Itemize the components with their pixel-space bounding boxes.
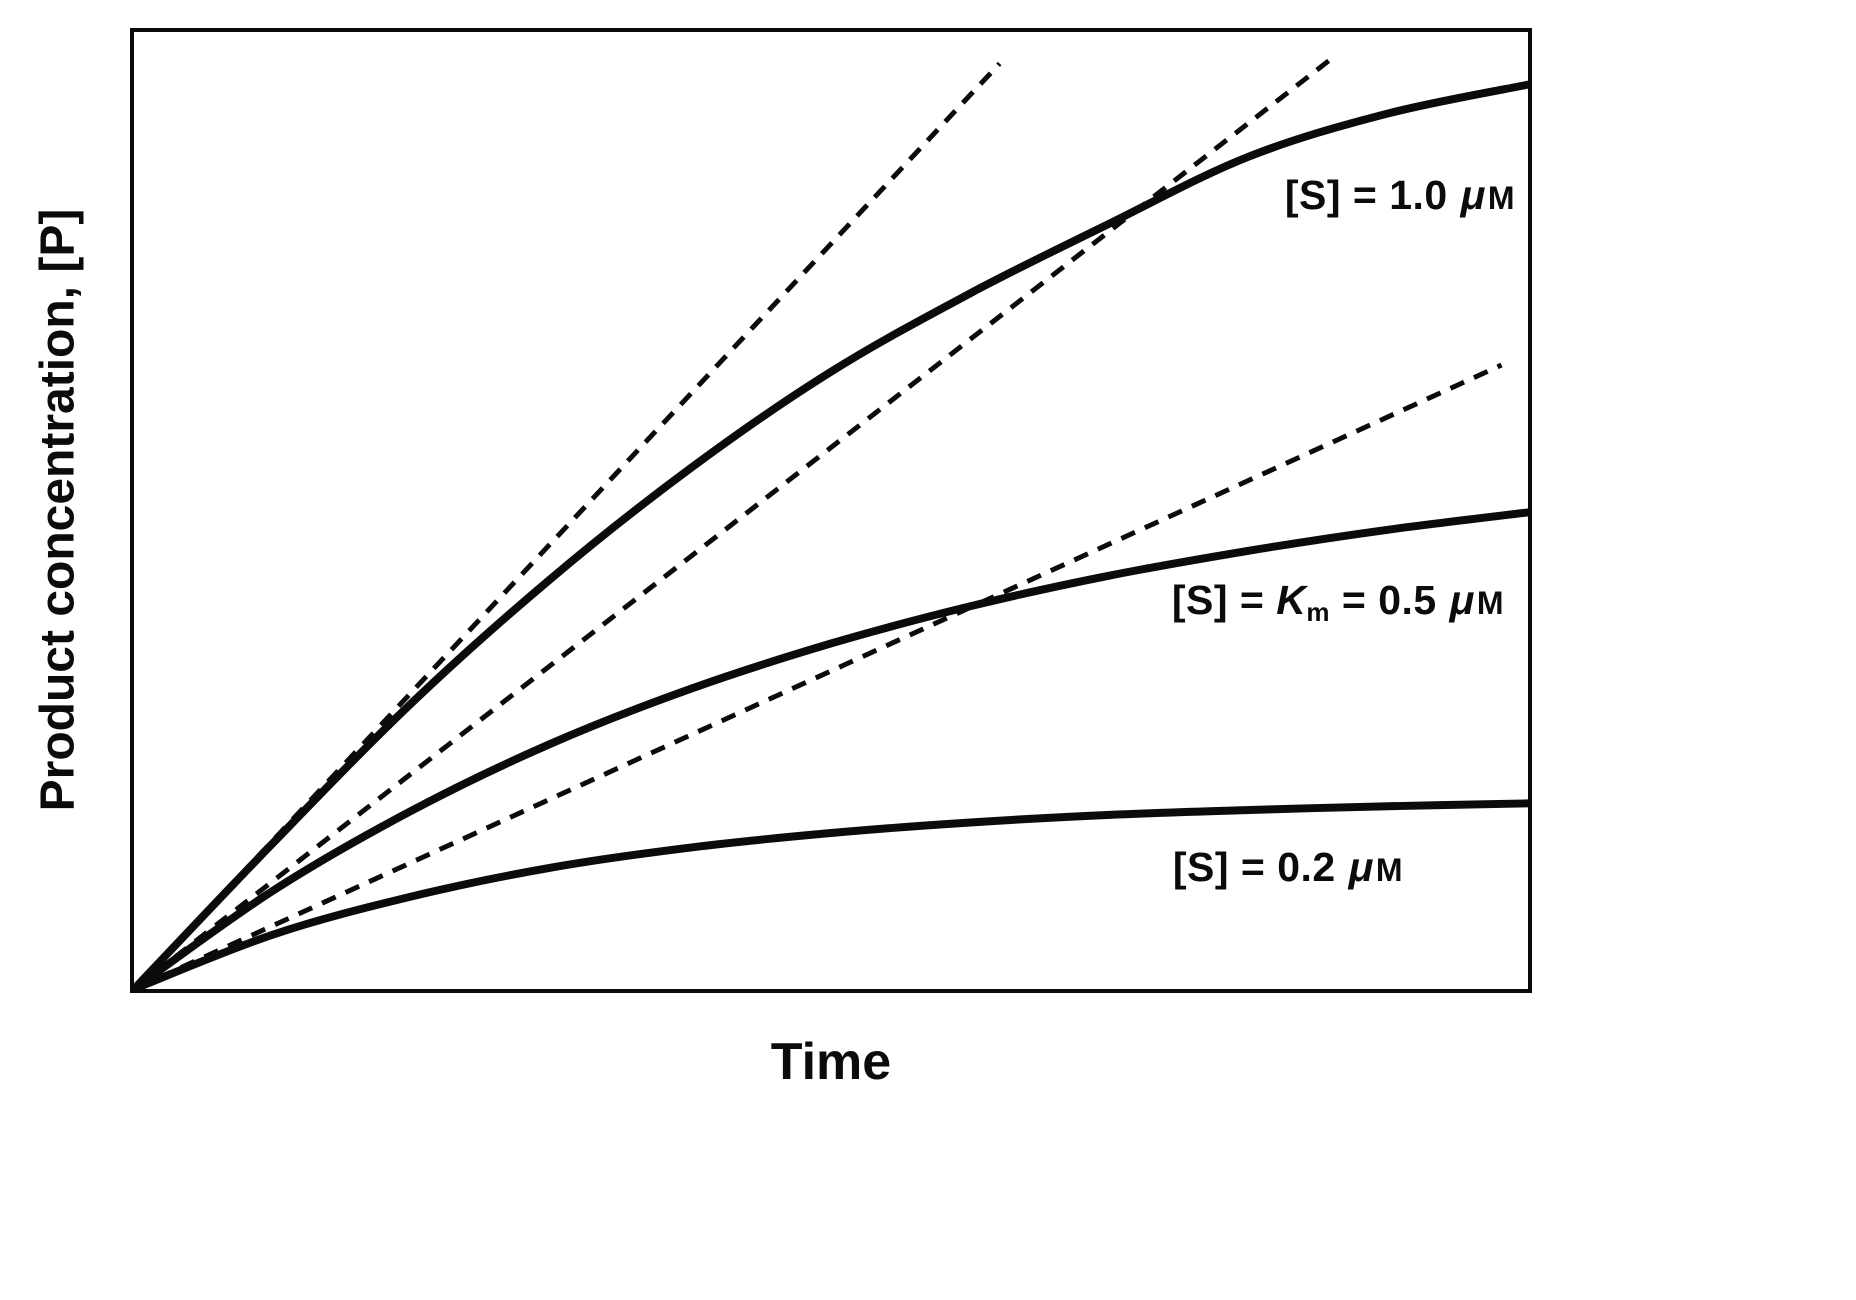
curve-label-text: = 0.5 [1329, 577, 1449, 623]
x-axis-label: Time [770, 1033, 892, 1091]
curve-label-s-km-0.5: [S] = Km = 0.5 μM [1171, 577, 1504, 627]
y-axis-label: Product concentration, [P] [31, 208, 85, 812]
progress-curve-3 [130, 799, 1532, 993]
progress-curve-2 [130, 508, 1532, 993]
curve-label-text: [S] = 1.0 [1284, 172, 1460, 218]
initial-rate-line-3 [132, 362, 1503, 992]
molar-unit: M [1375, 852, 1403, 888]
curve-label-s-1.0: [S] = 1.0 μM [1285, 172, 1515, 219]
curve-label-text: [S] = 0.2 [1172, 844, 1348, 890]
initial-rate-line-2 [132, 57, 1332, 991]
km-variable: K [1276, 577, 1307, 623]
progress-curve-1 [130, 80, 1532, 993]
molar-unit: M [1476, 585, 1504, 621]
molar-unit: M [1487, 180, 1515, 216]
curve-label-text: [S] = [1171, 577, 1277, 623]
mu-symbol: μ [1348, 844, 1374, 890]
mu-symbol: μ [1449, 577, 1475, 623]
chart-canvas [130, 57, 1532, 993]
mu-symbol: μ [1460, 172, 1486, 218]
curve-label-s-0.2: [S] = 0.2 μM [1173, 844, 1403, 891]
plot-area: [S] = 1.0 μM [S] = Km = 0.5 μM [S] = 0.2… [130, 28, 1532, 993]
km-subscript: m [1306, 597, 1330, 627]
